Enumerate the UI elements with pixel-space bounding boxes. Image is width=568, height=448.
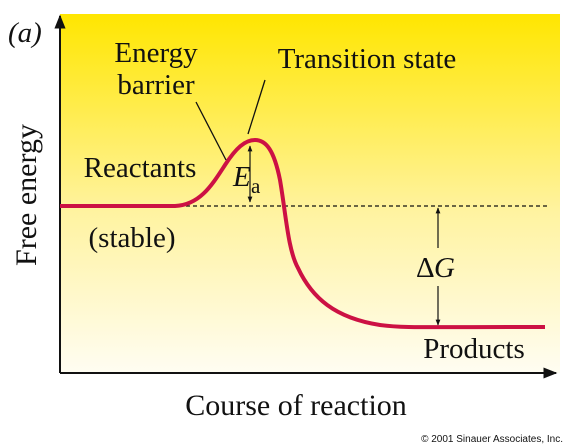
ea-subscript: a <box>251 174 261 198</box>
dg-letter: G <box>434 252 455 284</box>
products-label: Products <box>423 333 525 365</box>
energy-barrier-line: Energy <box>114 37 198 69</box>
x-axis-label: Course of reaction <box>185 389 407 422</box>
energy-barrier-line: barrier <box>117 69 195 101</box>
panel-label: (a) <box>8 17 42 49</box>
reactants-label: Reactants <box>84 152 197 184</box>
reactants-note: (stable) <box>89 222 176 254</box>
copyright: © 2001 Sinauer Associates, Inc. <box>421 434 563 445</box>
y-axis-label: Free energy <box>10 124 43 266</box>
energy-curve <box>60 137 546 330</box>
barrier-leader <box>195 101 227 161</box>
background <box>60 14 560 373</box>
ea-symbol: E <box>232 161 251 193</box>
transition-leader <box>247 79 266 135</box>
transition-state-label: Transition state <box>278 43 457 75</box>
dg-delta: Δ <box>416 252 435 284</box>
